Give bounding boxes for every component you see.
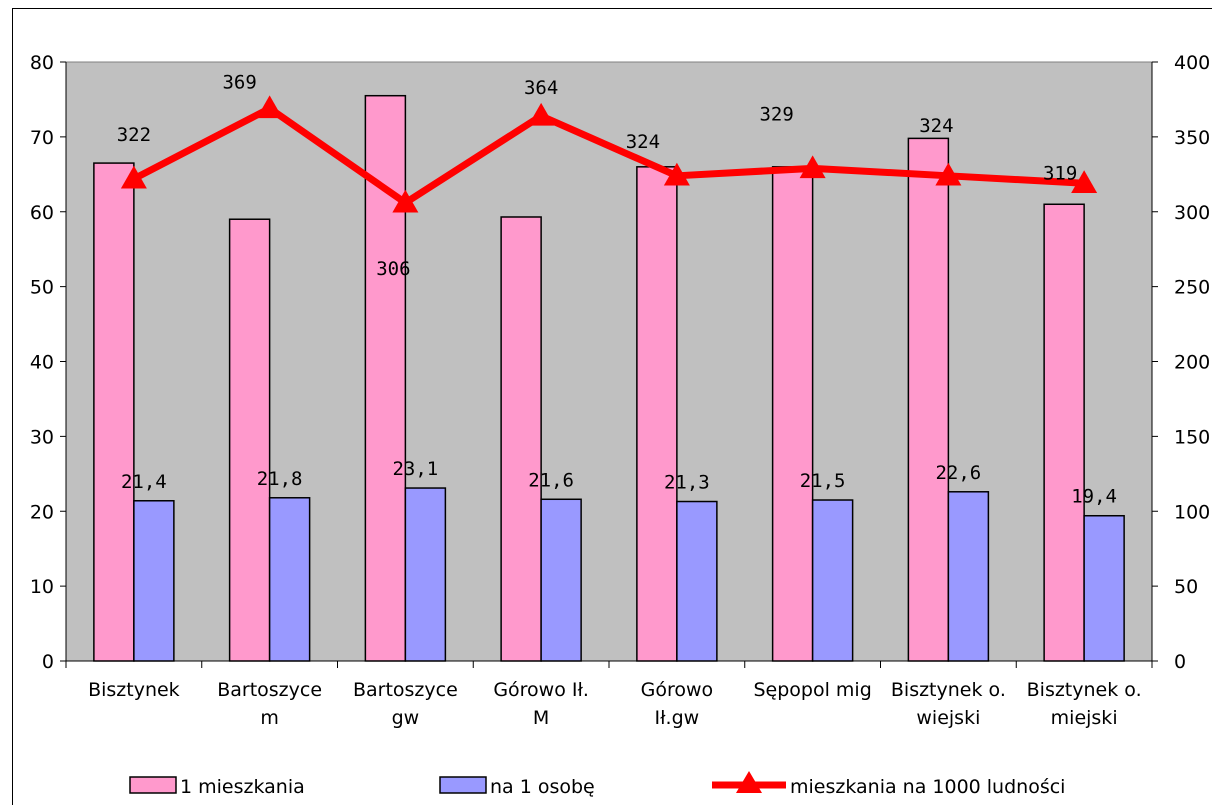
y-left-tick-label: 0 (42, 651, 54, 673)
legend-swatch-na-1-osobe (439, 776, 487, 794)
y-right-tick-label: 50 (1174, 576, 1198, 598)
x-category-label: Górowo Ił. M (493, 679, 589, 729)
bar-data-label: 22,6 (935, 462, 981, 484)
y-right-tick-label: 200 (1174, 352, 1210, 374)
legend-label: na 1 osobę (490, 776, 595, 798)
bar-na-1-osobe (540, 498, 582, 662)
line-data-label: 322 (117, 124, 151, 146)
y-right-tick-label: 250 (1174, 277, 1210, 299)
line-data-label: 369 (222, 71, 256, 93)
bar-data-label: 21,3 (664, 472, 710, 494)
bar-data-label: 23,1 (392, 458, 438, 480)
x-category-label: Górowo Ił.gw (641, 679, 714, 729)
line-point-marker (663, 162, 690, 186)
legend-swatch-marker (736, 771, 762, 793)
bar-na-1-osobe (404, 487, 447, 662)
y-right-tick-label: 0 (1174, 651, 1186, 673)
y-left-tick-label: 10 (30, 576, 54, 598)
bar-na-1-osobe (947, 491, 990, 662)
bar-data-label: 19,4 (1071, 486, 1117, 508)
line-point-marker (120, 165, 147, 189)
line-point-marker (1071, 170, 1098, 194)
x-category-label: Bisztynek o. miejski (1027, 679, 1142, 729)
y-left-tick-label: 40 (30, 352, 54, 374)
chart-frame (12, 8, 1212, 805)
line-point-marker (392, 189, 419, 213)
x-category-label: Bisztynek (88, 679, 180, 701)
y-left-tick-label: 70 (30, 127, 54, 149)
bar-1-mieszkania (228, 218, 271, 662)
line-data-label: 364 (524, 77, 558, 99)
bar-1-mieszkania (907, 137, 950, 662)
bar-1-mieszkania (771, 166, 814, 662)
legend-label: 1 mieszkania (180, 776, 305, 798)
x-category-label: Sępopol mig (753, 679, 871, 701)
y-left-tick-label: 50 (30, 277, 54, 299)
line-data-label: 319 (1043, 162, 1077, 184)
y-left-tick-label: 60 (30, 202, 54, 224)
bar-data-label: 21,8 (257, 468, 303, 490)
y-right-tick-label: 350 (1174, 127, 1210, 149)
bar-na-1-osobe (133, 500, 175, 662)
bar-na-1-osobe (1083, 514, 1125, 662)
bar-data-label: 21,6 (528, 469, 574, 491)
bar-na-1-osobe (268, 497, 311, 662)
y-left-tick-label: 20 (30, 501, 54, 523)
x-category-label: Bartoszyce gw (353, 679, 458, 729)
line-point-marker (528, 102, 555, 126)
line-data-label: 324 (626, 131, 660, 153)
y-right-tick-label: 400 (1174, 52, 1210, 74)
line-point-marker (799, 155, 826, 179)
legend-label: mieszkania na 1000 ludności (790, 776, 1065, 798)
y-right-tick-label: 300 (1174, 202, 1210, 224)
x-category-label: Bartoszyce m (217, 679, 322, 729)
y-left-tick-label: 80 (30, 52, 54, 74)
bar-na-1-osobe (811, 499, 854, 662)
line-point-marker (935, 162, 962, 186)
bar-1-mieszkania (1043, 203, 1085, 662)
line-point-marker (256, 95, 283, 119)
y-right-tick-label: 100 (1174, 501, 1210, 523)
bar-1-mieszkania (636, 166, 678, 662)
bar-1-mieszkania (500, 216, 542, 662)
bar-data-label: 21,4 (121, 471, 167, 493)
legend-swatch-1-mieszkania (129, 776, 177, 794)
line-data-label: 306 (376, 258, 410, 280)
line-data-label: 324 (919, 115, 953, 137)
line-data-label: 329 (759, 103, 793, 125)
x-category-label: Bisztynek o. wiejski (891, 679, 1006, 729)
line-mieszkania-na-1000 (132, 104, 1085, 207)
y-right-tick-label: 150 (1174, 426, 1210, 448)
bar-1-mieszkania (93, 162, 135, 662)
bar-data-label: 21,5 (800, 470, 846, 492)
bar-na-1-osobe (676, 500, 718, 662)
y-left-tick-label: 30 (30, 426, 54, 448)
